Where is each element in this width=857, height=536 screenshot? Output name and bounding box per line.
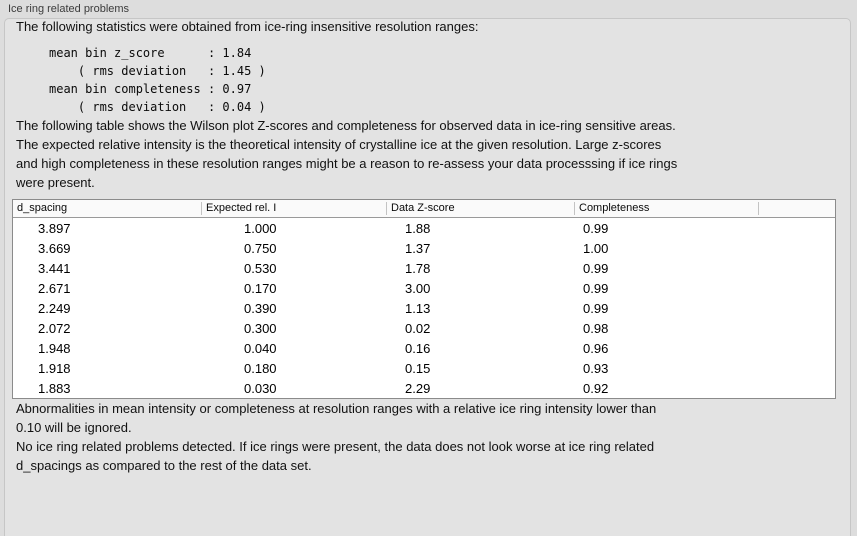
table-cell: 0.92	[583, 380, 609, 396]
table-cell: 3.669	[38, 240, 71, 256]
table-cell: 0.15	[405, 360, 431, 376]
column-header[interactable]: Data Z-score	[386, 202, 574, 215]
table-row[interactable]: 1.948 0.040 0.16 0.96	[13, 338, 835, 358]
column-header[interactable]: Expected rel. I	[201, 202, 386, 215]
table-cell: 1.37	[405, 240, 431, 256]
table-cell: 0.02	[405, 320, 431, 336]
table-cell: 0.98	[583, 320, 609, 336]
table-cell: 1.918	[38, 360, 71, 376]
table-header-row: d_spacing Expected rel. I Data Z-score Comp…	[13, 200, 835, 218]
table-cell: 0.750	[244, 240, 277, 256]
table-cell: 0.93	[583, 360, 609, 376]
table-body: 3.897 1.000 1.88 0.99 3.669 0.750 1.37 1.00 3.44…	[13, 218, 835, 398]
ignore-note: Abnormalities in mean intensity or compl…	[16, 401, 657, 435]
intro-paragraph: The following statistics were obtained f…	[16, 19, 479, 34]
table-cell: 1.00	[583, 240, 609, 256]
table-cell: 1.88	[405, 220, 431, 236]
table-cell: 0.180	[244, 360, 277, 376]
table-cell: 3.00	[405, 280, 431, 296]
table-cell: 2.072	[38, 320, 71, 336]
table-cell: 1.948	[38, 340, 71, 356]
ice-ring-group-box: The following statistics were obtained f…	[4, 18, 851, 536]
table-cell: 0.170	[244, 280, 277, 296]
table-row[interactable]: 2.671 0.170 3.00 0.99	[13, 278, 835, 298]
conclusion-note: No ice ring related problems detected. I…	[16, 439, 655, 473]
table-cell: 1.78	[405, 260, 431, 276]
table-cell: 3.441	[38, 260, 71, 276]
table-cell: 0.530	[244, 260, 277, 276]
table-row[interactable]: 3.669 0.750 1.37 1.00	[13, 238, 835, 258]
column-header[interactable]: Completeness	[574, 202, 758, 215]
table-cell: 0.300	[244, 320, 277, 336]
table-row[interactable]: 2.072 0.300 0.02 0.98	[13, 318, 835, 338]
table-cell: 1.000	[244, 220, 277, 236]
table-cell: 2.249	[38, 300, 71, 316]
table-cell: 0.99	[583, 260, 609, 276]
ice-ring-table[interactable]: d_spacing Expected rel. I Data Z-score Comp…	[12, 199, 836, 399]
table-row[interactable]: 1.918 0.180 0.15 0.93	[13, 358, 835, 378]
table-row[interactable]: 1.883 0.030 2.29 0.92	[13, 378, 835, 398]
table-cell: 2.671	[38, 280, 71, 296]
table-cell: 0.99	[583, 220, 609, 236]
table-cell: 2.29	[405, 380, 431, 396]
table-cell: 0.16	[405, 340, 431, 356]
stats-block: mean bin z_score : 1.84 ( rms deviation …	[49, 46, 266, 114]
table-row[interactable]: 3.897 1.000 1.88 0.99	[13, 218, 835, 238]
table-row[interactable]: 3.441 0.530 1.78 0.99	[13, 258, 835, 278]
table-cell: 0.390	[244, 300, 277, 316]
table-cell: 0.030	[244, 380, 277, 396]
table-cell: 0.040	[244, 340, 277, 356]
column-header[interactable]	[758, 202, 835, 215]
table-cell: 3.897	[38, 220, 71, 236]
table-description: The following table shows the Wilson plo…	[16, 118, 678, 190]
table-cell: 0.99	[583, 280, 609, 296]
table-row[interactable]: 2.249 0.390 1.13 0.99	[13, 298, 835, 318]
table-cell: 0.96	[583, 340, 609, 356]
column-header[interactable]: d_spacing	[17, 202, 68, 214]
table-cell: 1.883	[38, 380, 71, 396]
table-cell: 0.99	[583, 300, 609, 316]
panel-title: Ice ring related problems	[8, 3, 130, 15]
table-cell: 1.13	[405, 300, 431, 316]
